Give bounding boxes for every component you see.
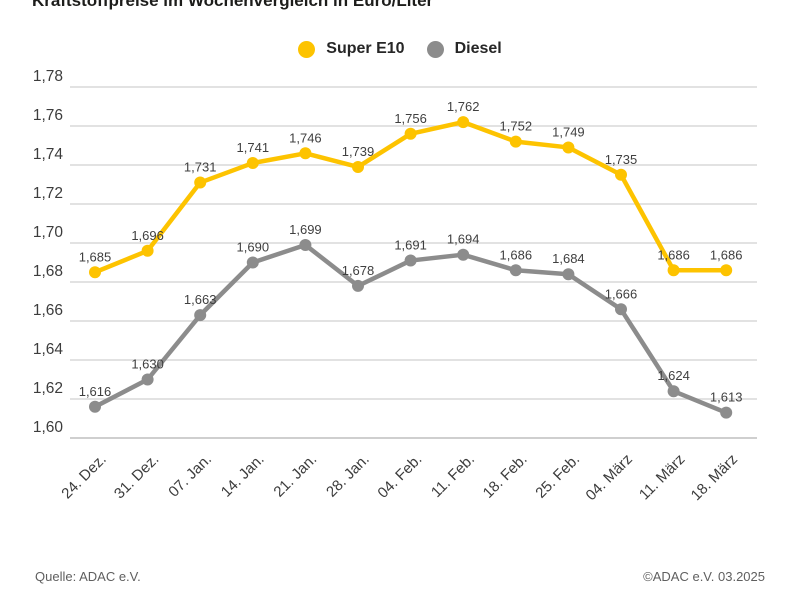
data-point-diesel xyxy=(509,264,522,277)
y-axis-tick-label: 1,68 xyxy=(33,263,63,280)
x-axis-tick-label: 28. Jan. xyxy=(323,451,373,501)
data-label: 1,666 xyxy=(605,286,638,301)
data-label: 1,739 xyxy=(342,144,375,159)
data-label: 1,741 xyxy=(237,140,270,155)
data-point-diesel xyxy=(194,309,207,322)
source-text: Quelle: ADAC e.V. xyxy=(35,569,141,584)
data-point-diesel xyxy=(89,400,101,413)
data-label: 1,630 xyxy=(131,357,164,372)
y-axis-tick-label: 1,62 xyxy=(33,380,63,397)
data-label: 1,746 xyxy=(289,130,322,145)
data-label: 1,762 xyxy=(447,99,480,114)
data-label: 1,749 xyxy=(552,124,585,139)
chart-legend: Super E10 Diesel xyxy=(0,40,800,58)
data-point-diesel xyxy=(246,256,259,269)
y-axis-tick-label: 1,66 xyxy=(33,302,63,319)
data-label: 1,696 xyxy=(131,228,164,243)
data-label: 1,686 xyxy=(500,247,533,262)
y-axis-tick-label: 1,76 xyxy=(33,107,63,124)
x-axis-tick-label: 11. März xyxy=(636,451,689,504)
series-line-diesel xyxy=(92,242,729,415)
data-label: 1,624 xyxy=(657,368,690,383)
x-axis-tick-label: 04. Feb. xyxy=(374,451,425,502)
super-e10-dot-icon xyxy=(298,40,316,58)
data-point-super-e10 xyxy=(352,160,364,173)
data-point-super-e10 xyxy=(615,168,627,181)
y-axis-tick-label: 1,78 xyxy=(33,68,63,85)
data-label: 1,686 xyxy=(657,247,690,262)
data-label: 1,663 xyxy=(184,292,217,307)
data-label: 1,756 xyxy=(394,111,427,126)
data-label: 1,684 xyxy=(552,251,585,266)
data-label: 1,685 xyxy=(79,249,112,264)
data-label: 1,694 xyxy=(447,232,480,247)
data-point-super-e10 xyxy=(457,116,470,129)
data-label: 1,731 xyxy=(184,160,217,175)
data-point-super-e10 xyxy=(562,141,575,154)
x-axis-tick-label: 21. Jan. xyxy=(270,451,320,501)
data-point-super-e10 xyxy=(246,157,259,170)
data-point-super-e10 xyxy=(667,264,680,277)
page-title-clipped: Kraftstoffpreise im Wochenvergleich in E… xyxy=(32,0,433,11)
y-axis-tick-label: 1,70 xyxy=(33,224,64,241)
copyright-text: ©ADAC e.V. 03.2025 xyxy=(643,569,765,584)
data-point-diesel xyxy=(404,254,417,267)
data-point-diesel xyxy=(299,238,312,251)
data-label: 1,613 xyxy=(710,390,743,405)
data-label: 1,699 xyxy=(289,222,322,237)
data-point-super-e10 xyxy=(720,264,733,277)
data-label: 1,690 xyxy=(237,240,270,255)
x-axis-tick-label: 18. Feb. xyxy=(480,451,531,502)
y-axis-tick-label: 1,60 xyxy=(33,419,64,436)
data-point-super-e10 xyxy=(509,135,522,148)
data-point-super-e10 xyxy=(299,147,312,160)
diesel-dot-icon xyxy=(426,40,444,58)
data-point-diesel xyxy=(562,268,575,281)
x-axis-tick-label: 24. Dez. xyxy=(58,451,110,503)
data-label: 1,752 xyxy=(500,119,533,134)
legend-label-diesel: Diesel xyxy=(454,40,502,57)
legend-label-super-e10: Super E10 xyxy=(326,40,405,57)
data-label: 1,686 xyxy=(710,247,743,262)
data-point-diesel xyxy=(457,248,470,261)
data-point-diesel xyxy=(141,373,154,386)
data-point-diesel xyxy=(720,406,733,419)
data-label: 1,616 xyxy=(79,384,112,399)
data-point-diesel xyxy=(615,303,627,316)
x-axis-tick-label: 07. Jan. xyxy=(165,451,215,501)
y-axis-tick-label: 1,64 xyxy=(33,341,64,358)
y-axis-tick-label: 1,72 xyxy=(33,185,63,202)
data-point-diesel xyxy=(352,279,364,292)
x-axis-tick-label: 31. Dez. xyxy=(111,451,163,503)
data-label: 1,678 xyxy=(342,263,375,278)
data-point-super-e10 xyxy=(404,127,417,140)
x-axis-tick-label: 18. März xyxy=(688,451,741,504)
data-point-super-e10 xyxy=(194,176,207,189)
legend-item-diesel: Diesel xyxy=(426,40,502,58)
legend-item-super-e10: Super E10 xyxy=(298,40,405,58)
page-title: Kraftstoffpreise im Wochenvergleich in E… xyxy=(32,0,434,10)
x-axis-tick-label: 14. Jan. xyxy=(218,451,268,501)
data-label: 1,735 xyxy=(605,152,638,167)
x-axis-tick-label: 04. März xyxy=(583,451,636,504)
data-point-super-e10 xyxy=(89,266,101,279)
data-point-super-e10 xyxy=(141,244,154,257)
data-point-diesel xyxy=(667,385,680,398)
x-axis-tick-label: 11. Feb. xyxy=(428,451,478,501)
x-axis-tick-label: 25. Feb. xyxy=(532,451,583,502)
y-axis-tick-label: 1,74 xyxy=(33,146,64,163)
data-label: 1,691 xyxy=(394,238,427,253)
